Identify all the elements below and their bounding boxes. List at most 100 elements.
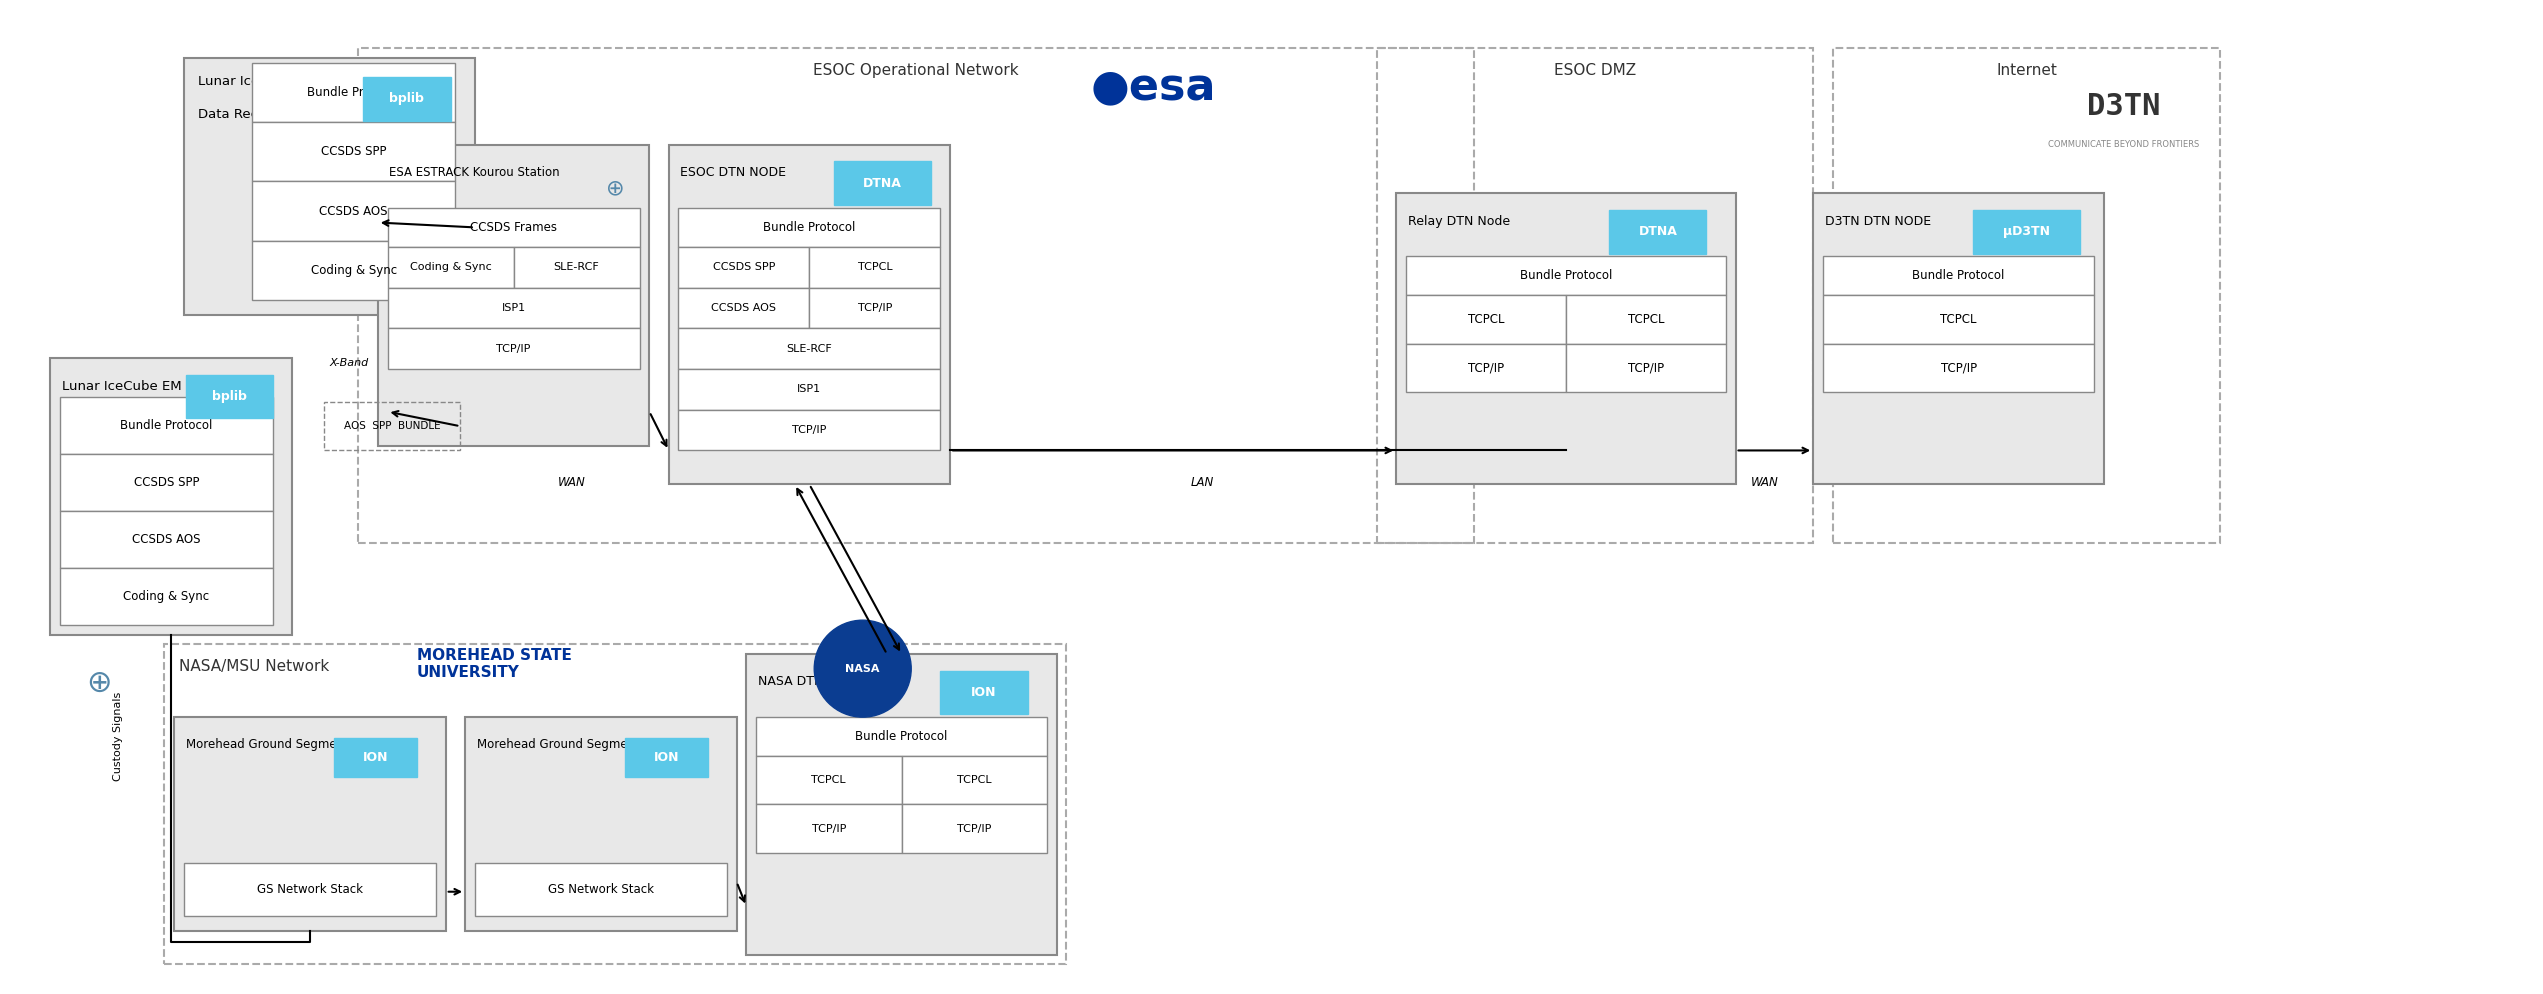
Text: X-Band: X-Band [331,358,369,368]
Text: Bundle Protocol: Bundle Protocol [1521,269,1612,282]
Bar [476,863,727,915]
Bar [387,328,641,369]
Text: Bundle Protocol: Bundle Protocol [763,221,854,234]
Text: bplib: bplib [211,390,247,404]
Text: TCPCL: TCPCL [1467,313,1503,326]
Bar [186,375,272,418]
Text: CCSDS AOS: CCSDS AOS [320,205,389,218]
Bar [809,287,941,328]
Text: TCPCL: TCPCL [1940,313,1976,326]
Circle shape [814,620,910,717]
Bar [165,644,1066,964]
Text: Morehead Ground Segment: Morehead Ground Segment [186,739,348,751]
Bar [58,568,272,625]
Text: TCP/IP: TCP/IP [811,824,847,834]
Text: μD3TN: μD3TN [2004,226,2050,239]
Text: Lunar IceCube EM: Lunar IceCube EM [198,76,318,88]
Text: TCP/IP: TCP/IP [1940,362,1976,375]
Text: AOS  SPP  BUNDLE: AOS SPP BUNDLE [343,421,440,431]
Bar [679,328,941,369]
Text: WAN: WAN [1750,476,1778,489]
Text: TCP/IP: TCP/IP [857,303,893,313]
Bar [326,402,460,450]
Bar [679,369,941,410]
Text: SLE-RCF: SLE-RCF [786,344,832,354]
Bar [1834,48,2220,543]
Bar [387,208,641,247]
Text: TCPCL: TCPCL [1628,313,1663,326]
Text: ESOC DTN NODE: ESOC DTN NODE [682,166,786,179]
Text: Coding & Sync: Coding & Sync [122,590,209,603]
Text: ISP1: ISP1 [799,385,821,395]
Bar [679,208,941,247]
Text: Bundle Protocol: Bundle Protocol [308,85,399,98]
Text: DTNA: DTNA [862,177,903,190]
Text: ●esa: ●esa [1091,66,1216,108]
Bar [58,398,272,454]
Bar [252,181,455,241]
Text: ION: ION [364,751,389,764]
Bar [465,717,737,930]
Bar [333,739,417,777]
Text: Coding & Sync: Coding & Sync [310,264,397,277]
Bar [626,739,707,777]
Text: ION: ION [971,686,997,699]
Bar [1406,256,1727,295]
Text: NASA/MSU Network: NASA/MSU Network [178,659,328,674]
Text: Morehead Ground Segment: Morehead Ground Segment [476,739,641,751]
Bar [745,654,1058,955]
Bar [58,454,272,511]
Bar [679,410,941,450]
Bar [1566,295,1727,344]
Text: ⊕: ⊕ [86,669,112,698]
Text: ESA ESTRACK Kourou Station: ESA ESTRACK Kourou Station [389,166,559,179]
Bar [252,122,455,181]
Bar [1406,344,1566,393]
Bar [834,161,931,205]
Text: NASA: NASA [844,664,880,674]
Bar [1406,295,1566,344]
Text: TCPCL: TCPCL [956,775,992,785]
Text: TCPCL: TCPCL [857,262,893,272]
Bar [1566,344,1727,393]
Text: ION: ION [654,751,679,764]
Text: WAN: WAN [557,476,585,489]
Text: TCP/IP: TCP/IP [1628,362,1663,375]
Text: MOREHEAD STATE
UNIVERSITY: MOREHEAD STATE UNIVERSITY [417,648,572,680]
Text: DTNA: DTNA [1638,226,1678,239]
Text: ISP1: ISP1 [501,303,526,313]
Bar [1396,194,1734,484]
Bar [1973,210,2080,253]
Bar [1823,256,2095,295]
Text: D3TN: D3TN [2088,91,2159,120]
Text: SLE-RCF: SLE-RCF [554,262,600,272]
Bar [173,717,445,930]
Text: Custody Signals: Custody Signals [112,692,122,781]
Bar [941,671,1027,715]
Text: NASA DTN NODE: NASA DTN NODE [758,676,865,689]
Bar [679,287,809,328]
Text: Coding & Sync: Coding & Sync [409,262,491,272]
Bar [1823,344,2095,393]
Text: ⊕: ⊕ [605,179,626,199]
Bar [379,145,648,445]
Text: COMMUNICATE BEYOND FRONTIERS: COMMUNICATE BEYOND FRONTIERS [2047,140,2200,149]
Bar [183,863,435,915]
Bar [755,756,903,804]
Text: Bundle Protocol: Bundle Protocol [1912,269,2004,282]
Text: CCSDS AOS: CCSDS AOS [132,533,201,546]
Bar [1376,48,1813,543]
Bar [809,247,941,287]
Text: CCSDS SPP: CCSDS SPP [712,262,776,272]
Bar [387,287,641,328]
Bar [252,63,455,122]
Bar [58,511,272,568]
Text: Relay DTN Node: Relay DTN Node [1409,215,1511,228]
Text: CCSDS Frames: CCSDS Frames [470,221,557,234]
Text: CCSDS SPP: CCSDS SPP [320,145,387,158]
Bar [669,145,951,484]
Bar [252,241,455,300]
Text: Lunar IceCube EM: Lunar IceCube EM [61,380,181,393]
Bar [1813,194,2103,484]
Text: CCSDS SPP: CCSDS SPP [135,476,198,489]
